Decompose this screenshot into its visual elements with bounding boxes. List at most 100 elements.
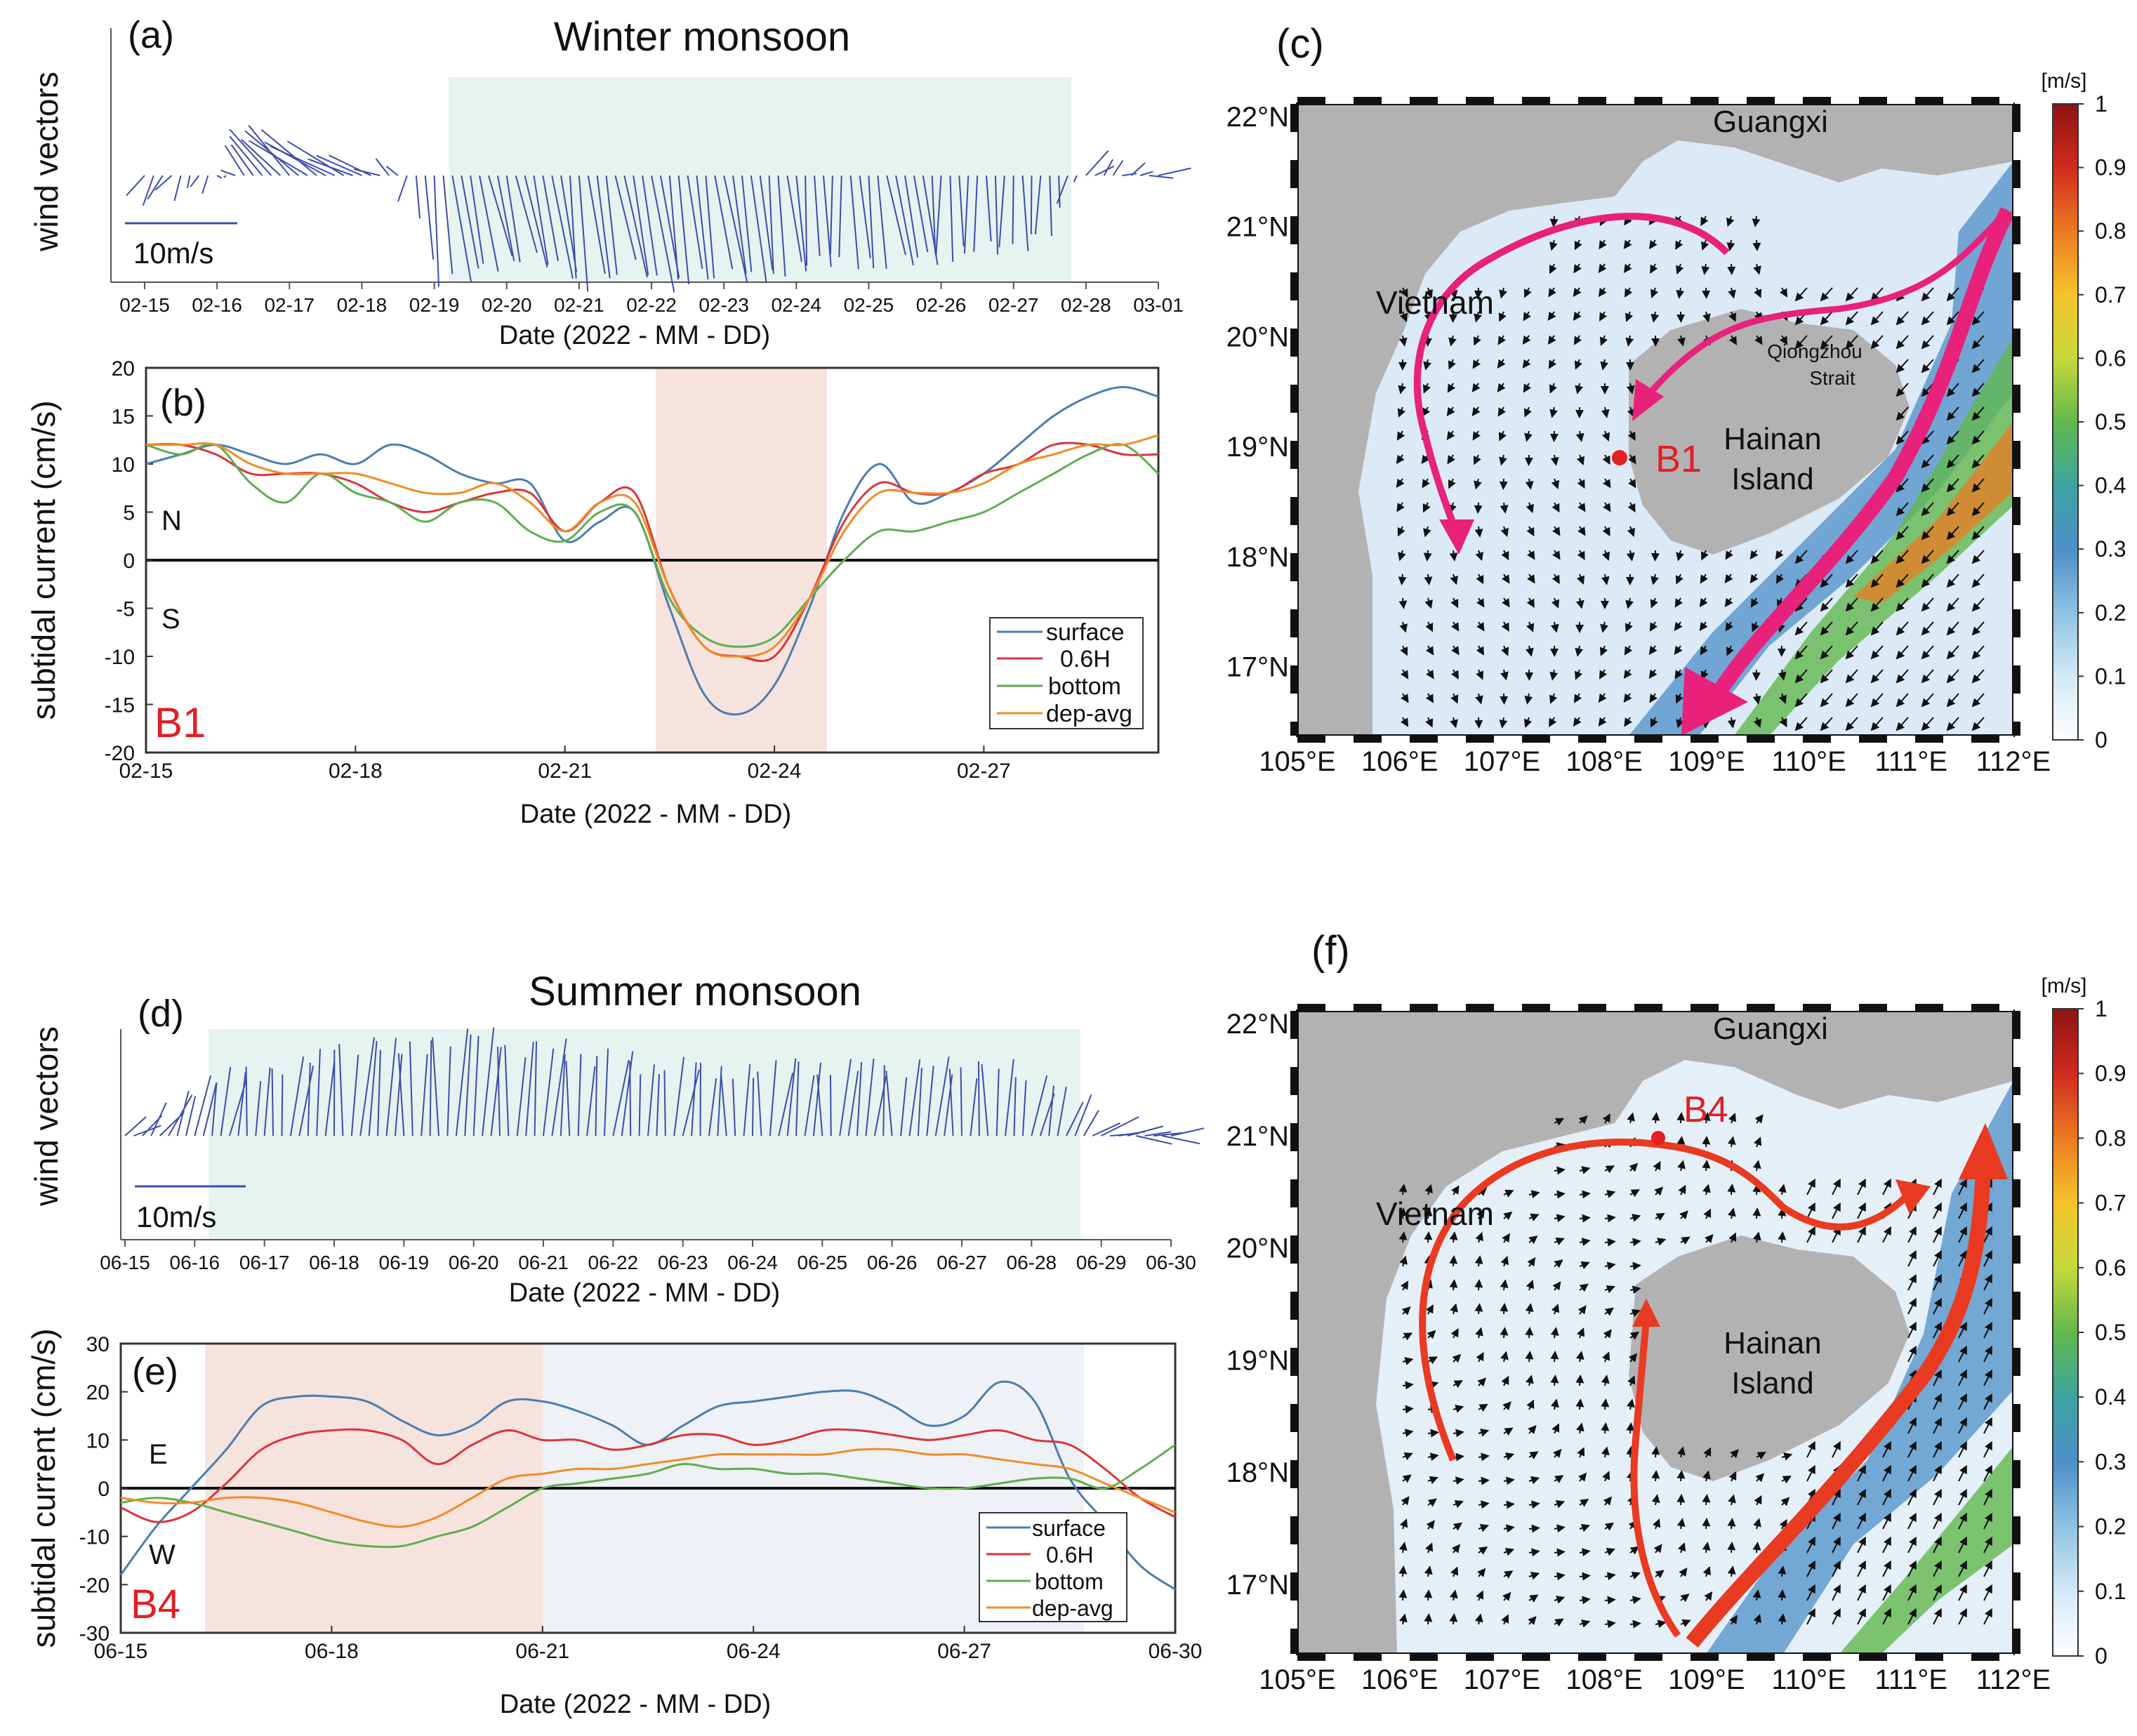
current-vector — [1503, 1548, 1515, 1556]
wind-stick — [1162, 1135, 1200, 1145]
x-tick-label: 02-23 — [699, 294, 749, 316]
station-label-c: B1 — [1655, 438, 1702, 480]
current-vector — [1702, 1160, 1711, 1172]
ylabel-e: subtidal current (cm/s) — [25, 1328, 62, 1648]
wind-stick — [1085, 150, 1109, 176]
current-vector — [1857, 1464, 1866, 1482]
current-vector — [1527, 574, 1535, 584]
border-segment — [1382, 1654, 1410, 1661]
current-vector — [1426, 669, 1434, 680]
current-vector — [1752, 1542, 1761, 1553]
current-vector — [1552, 1423, 1560, 1434]
border-segment — [2013, 637, 2020, 665]
wind-stick — [603, 1048, 609, 1137]
wind-stick — [154, 175, 173, 191]
wind-stick — [569, 175, 577, 279]
current-vector — [1655, 1619, 1667, 1629]
current-vector — [1629, 1331, 1640, 1340]
colorbar-unit-f: [m/s] — [2042, 974, 2087, 998]
current-vector — [1525, 478, 1534, 490]
current-vector — [1655, 1212, 1665, 1221]
wind-stick — [577, 1054, 582, 1137]
current-vector — [1402, 1452, 1413, 1461]
current-vector — [1476, 597, 1485, 608]
border-segment — [1747, 1654, 1775, 1661]
current-vector — [1601, 1446, 1610, 1458]
current-vector — [1500, 1351, 1509, 1363]
current-lines-e — [119, 1380, 1176, 1591]
current-vector — [1907, 1226, 1917, 1243]
wind-stick — [482, 1027, 495, 1137]
wind-stick — [397, 175, 408, 202]
current-vector — [1427, 1476, 1438, 1485]
wind-stick — [723, 175, 748, 283]
current-vector — [1552, 526, 1561, 536]
border-segment — [1775, 736, 1803, 743]
current-vector — [1651, 1494, 1660, 1506]
current-vector — [1604, 1190, 1616, 1198]
wind-stick — [865, 1058, 875, 1137]
east-label-e: E — [149, 1439, 168, 1470]
wind-stick — [1012, 175, 1014, 244]
border-segment — [1522, 97, 1550, 104]
current-vector — [1895, 550, 1909, 564]
border-segment — [2013, 272, 2020, 300]
colorbar-tick-label: 0 — [2095, 1643, 2108, 1669]
current-vector — [1573, 311, 1582, 322]
wind-stick — [560, 1054, 566, 1137]
current-vector — [1870, 550, 1884, 564]
current-vector — [1820, 669, 1833, 684]
wind-stick — [587, 175, 606, 274]
border-segment — [1290, 1207, 1297, 1235]
border-segment — [2013, 1404, 2020, 1432]
border-segment — [1325, 1654, 1354, 1661]
current-vector — [1503, 1211, 1513, 1221]
border-segment — [1354, 1004, 1382, 1011]
current-vector — [1500, 669, 1509, 681]
current-vector — [1476, 645, 1484, 656]
current-vector — [1870, 693, 1884, 708]
current-vector — [1577, 1472, 1587, 1482]
current-vector — [1907, 1297, 1917, 1315]
current-vector — [1602, 454, 1610, 465]
border-segment — [1634, 97, 1662, 104]
current-vector — [1448, 478, 1456, 489]
current-vector — [1522, 359, 1531, 369]
current-vector — [1497, 383, 1506, 393]
current-vector — [1402, 1357, 1414, 1365]
label-hainan-f: Hainan — [1724, 1326, 1821, 1360]
lat-tick-label: 17°N — [1226, 652, 1289, 683]
current-vector — [1425, 717, 1434, 728]
ylabel-d: wind vectors — [28, 1026, 65, 1207]
lon-tick-label: 105°E — [1259, 1664, 1335, 1695]
current-vector — [1402, 1474, 1412, 1483]
border-segment — [2013, 1488, 2020, 1516]
current-vector — [1575, 597, 1584, 609]
border-segment — [2013, 1348, 2020, 1376]
border-segment — [1943, 736, 1971, 743]
wind-stick — [963, 175, 970, 254]
current-vector — [1402, 1381, 1414, 1390]
current-vector — [1870, 597, 1884, 612]
current-vector — [1550, 1374, 1559, 1386]
xlabel-b: Date (2022 - MM - DD) — [520, 800, 791, 829]
border-segment — [2013, 1572, 2020, 1601]
current-vector — [1958, 1226, 1967, 1243]
wind-stick — [190, 175, 200, 187]
current-vector — [1526, 621, 1535, 632]
y-tick-label: -20 — [105, 742, 135, 765]
current-vector — [1699, 621, 1708, 632]
current-vector — [1474, 1613, 1483, 1625]
border-segment — [2013, 1629, 2020, 1654]
legend-surface-b: surface — [1046, 619, 1125, 646]
border-segment — [1943, 1654, 1971, 1661]
wind-stick — [142, 175, 154, 206]
border-segment — [1297, 1654, 1325, 1661]
current-vector — [1882, 1464, 1891, 1482]
border-segment — [1550, 1654, 1578, 1661]
current-vector — [1753, 1137, 1762, 1148]
current-vector — [1575, 1351, 1584, 1363]
current-vector — [1724, 574, 1733, 583]
border-segment — [1290, 104, 1297, 132]
current-vector — [1727, 1565, 1736, 1577]
